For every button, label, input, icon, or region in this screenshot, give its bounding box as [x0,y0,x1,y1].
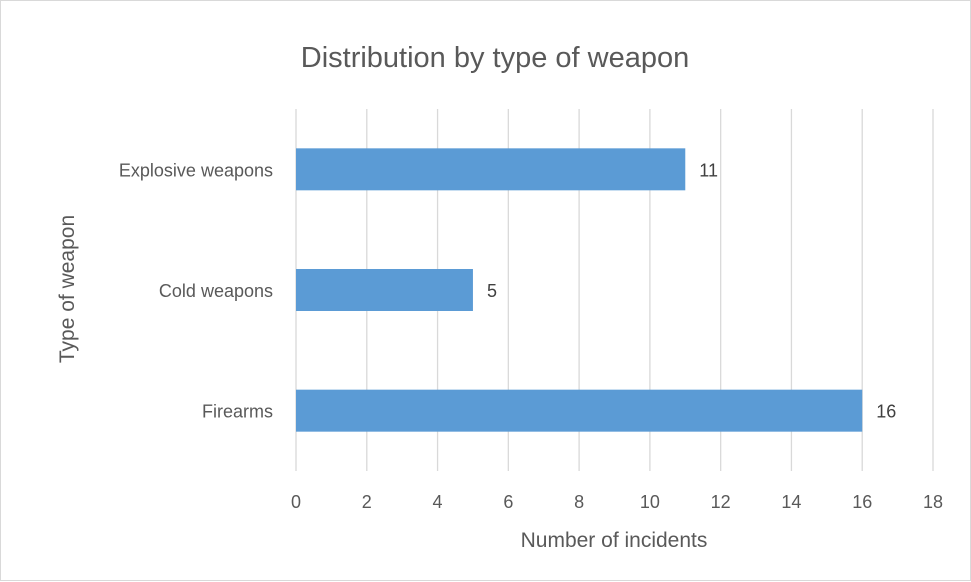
x-tick-label: 16 [852,492,872,512]
x-tick-label: 4 [433,492,443,512]
x-tick-label: 12 [711,492,731,512]
x-tick-label: 6 [503,492,513,512]
category-label: Firearms [202,402,273,422]
category-labels: Firearms Cold weapons Explosive weapons [119,160,273,421]
x-tick-label: 18 [923,492,943,512]
x-axis-title: Number of incidents [521,529,708,552]
x-tick-labels: 0 2 4 6 8 10 12 14 16 18 [291,492,943,512]
data-label: 16 [876,402,896,422]
x-tick-label: 0 [291,492,301,512]
bars [296,148,863,432]
chart-title: Distribution by type of weapon [301,42,690,74]
bar [296,389,863,432]
data-labels: 16 5 11 [487,160,896,421]
bar [296,269,473,311]
x-tick-label: 8 [574,492,584,512]
data-label: 5 [487,281,497,301]
x-tick-label: 10 [640,492,660,512]
category-label: Explosive weapons [119,160,273,180]
x-tick-label: 2 [362,492,372,512]
x-tick-label: 14 [781,492,801,512]
category-label: Cold weapons [159,281,273,301]
data-label: 11 [699,160,718,180]
bar [296,148,686,191]
y-axis-title: Type of weapon [56,215,79,363]
